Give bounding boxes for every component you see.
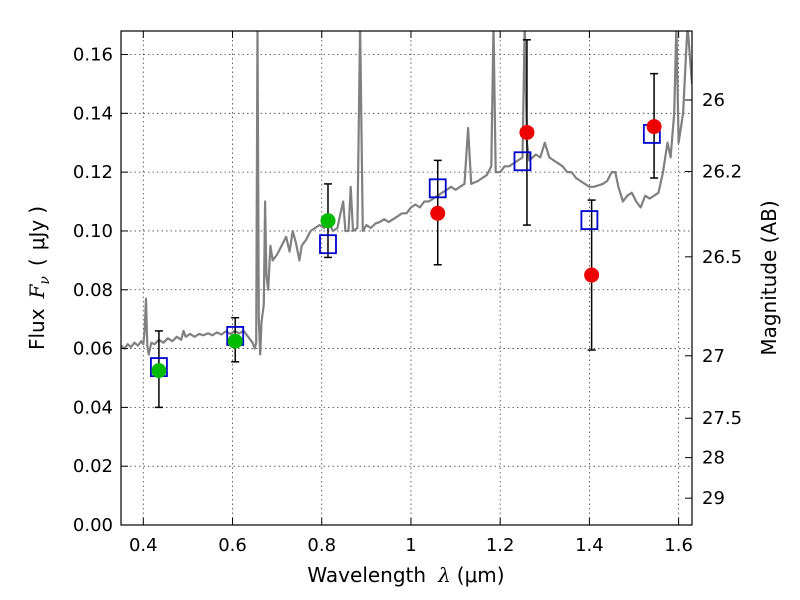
y-tick-label: 0.12 [73, 162, 113, 183]
model-spectrum [121, 31, 692, 356]
model-photometry-point [513, 151, 532, 172]
observed-point [320, 213, 336, 229]
x-tick-label: 0.4 [129, 535, 158, 556]
y-axis-title-symbol: F [25, 283, 49, 299]
observed-point [584, 267, 600, 283]
model-photometry-point [428, 178, 447, 199]
x-tick-label: 1.6 [664, 535, 693, 556]
data-markers [150, 119, 662, 379]
y2-tick-label: 26.5 [702, 247, 742, 268]
x-tick-label: 0.6 [218, 535, 247, 556]
y2-tick-label: 27 [702, 346, 725, 367]
y2-tick-label: 26 [702, 90, 725, 111]
y2-axis-title: Magnitude (AB) [757, 200, 781, 355]
y-axis-title-open: ( [25, 258, 49, 266]
x-axis-title-prefix: Wavelength [307, 563, 426, 587]
observed-point [646, 119, 662, 135]
model-spectrum-line [121, 31, 692, 356]
x-axis-title: Wavelength λ (μm) [307, 563, 504, 587]
y-axis-title-close: ) [25, 206, 49, 214]
x-tick-label: 1.4 [575, 535, 604, 556]
y-tick-label: 0.02 [73, 456, 113, 477]
plot-frame [120, 30, 693, 526]
model-photometry-point [580, 210, 599, 230]
y-axis-title: Flux Fν ( μJy) [25, 206, 53, 350]
y-axis-title-unit: μJy [25, 220, 49, 251]
y2-tick-label: 26.2 [702, 161, 742, 182]
y-tick-label: 0.00 [73, 515, 113, 536]
x-tick-label: 1.2 [486, 535, 515, 556]
grid [121, 31, 692, 526]
y2-tick-label: 28 [702, 448, 725, 469]
error-bars [154, 39, 659, 409]
y-tick-label: 0.14 [73, 103, 113, 124]
x-tick-label: 1 [405, 535, 416, 556]
y-axis-title-prefix: Flux [25, 308, 49, 350]
y-tick-label: 0.06 [73, 339, 113, 360]
y-tick-label: 0.04 [73, 397, 113, 418]
observed-point [151, 363, 167, 379]
observed-point [519, 124, 535, 140]
y-tick-label: 0.08 [73, 280, 113, 301]
y2-tick-label: 27.5 [702, 408, 742, 429]
x-axis-title-lambda: λ [437, 563, 451, 587]
y-axis-title-subscript: ν [37, 276, 53, 285]
y-tick-label: 0.10 [73, 221, 113, 242]
model-photometry-point [319, 234, 337, 255]
x-axis-title-unit: (μm) [457, 563, 505, 587]
y-tick-label: 0.16 [73, 45, 113, 66]
observed-point [227, 333, 243, 349]
observed-point [430, 205, 446, 221]
x-tick-label: 0.8 [307, 535, 336, 556]
axis-ticks: 0.4 0.6 0.8 1 1.2 1.4 1.6 0.00 0.02 0.04 0.06 0.08 0… [73, 31, 742, 556]
y2-tick-label: 29 [702, 488, 725, 509]
